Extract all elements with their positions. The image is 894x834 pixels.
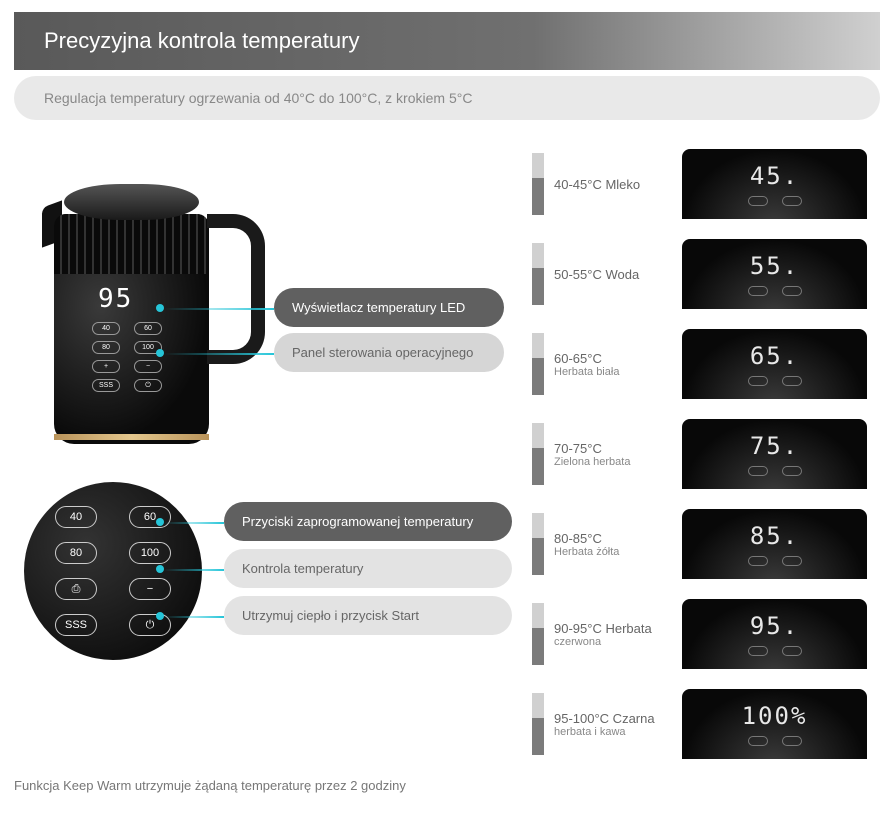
kettle-btn: 80 — [92, 341, 120, 354]
callout-led: Wyświetlacz temperatury LED — [274, 288, 504, 327]
temp-range: 90-95°C Herbata — [554, 621, 672, 636]
header-bar: Precyzyjna kontrola temperatury — [14, 12, 880, 70]
temp-digits: 75. — [750, 432, 799, 460]
temp-display: 85. — [682, 509, 867, 579]
temp-display: 65. — [682, 329, 867, 399]
kettle-ridges — [54, 214, 209, 274]
kettle-btn: SSS — [92, 379, 120, 392]
temp-sub: herbata i kawa — [554, 726, 672, 738]
panel-btn: 100 — [129, 542, 171, 564]
temp-row: 90-95°C Herbataczerwona 95. — [532, 596, 880, 672]
temp-display: 55. — [682, 239, 867, 309]
callout-keepwarm: Utrzymuj ciepło i przycisk Start — [224, 596, 512, 635]
content-area: 95 40 60 80 100 + − SSS ⏻ Wyświetlacz te… — [0, 126, 894, 768]
kettle-led-display: 95 — [98, 284, 133, 314]
temp-label: 95-100°C Czarnaherbata i kawa — [554, 711, 672, 738]
kettle-gold-band — [54, 434, 209, 440]
kettle-btn: + — [92, 360, 120, 373]
temp-digits: 45. — [750, 162, 799, 190]
kettle-shape: 95 40 60 80 100 + − SSS ⏻ — [34, 154, 259, 454]
temp-label: 80-85°CHerbata żółta — [554, 531, 672, 558]
temp-row: 70-75°CZielona herbata 75. — [532, 416, 880, 492]
mini-buttons — [748, 286, 802, 296]
temp-label: 40-45°C Mleko — [554, 177, 672, 192]
temp-digits: 55. — [750, 252, 799, 280]
temp-range: 60-65°C — [554, 351, 672, 366]
subtitle-bar: Regulacja temperatury ogrzewania od 40°C… — [14, 76, 880, 120]
temp-display: 100% — [682, 689, 867, 759]
panel-btn: ⎙ — [55, 578, 97, 600]
callout-presets: Przyciski zaprogramowanej temperatury — [224, 502, 512, 541]
temp-bar-icon — [532, 693, 544, 755]
temp-label: 90-95°C Herbataczerwona — [554, 621, 672, 648]
footer-text: Funkcja Keep Warm utrzymuje żądaną tempe… — [0, 768, 894, 803]
callout-control: Kontrola temperatury — [224, 549, 512, 588]
temp-digits: 100% — [742, 702, 808, 730]
temp-display: 95. — [682, 599, 867, 669]
temp-sub: Herbata żółta — [554, 546, 672, 558]
temp-row: 95-100°C Czarnaherbata i kawa 100% — [532, 686, 880, 762]
temp-sub: Zielona herbata — [554, 456, 672, 468]
kettle-illustration: 95 40 60 80 100 + − SSS ⏻ Wyświetlacz te… — [14, 146, 514, 466]
kettle-buttons: 40 60 80 100 + − SSS ⏻ — [92, 322, 162, 392]
temp-display: 45. — [682, 149, 867, 219]
temp-digits: 95. — [750, 612, 799, 640]
panel-callouts: Przyciski zaprogramowanej temperatury Ko… — [224, 502, 512, 643]
control-panel-circle: 40 60 80 100 ⎙ − SSS ⏻ — [24, 482, 202, 660]
temp-label: 50-55°C Woda — [554, 267, 672, 282]
temp-row: 40-45°C Mleko 45. — [532, 146, 880, 222]
temp-bar-icon — [532, 333, 544, 395]
temp-label: 70-75°CZielona herbata — [554, 441, 672, 468]
kettle-callouts: Wyświetlacz temperatury LED Panel sterow… — [274, 288, 504, 378]
mini-buttons — [748, 556, 802, 566]
kettle-handle — [207, 214, 265, 364]
temp-range: 40-45°C Mleko — [554, 177, 672, 192]
subtitle-text: Regulacja temperatury ogrzewania od 40°C… — [44, 90, 472, 106]
temp-range: 70-75°C — [554, 441, 672, 456]
mini-buttons — [748, 196, 802, 206]
mini-buttons — [748, 376, 802, 386]
temp-bar-icon — [532, 513, 544, 575]
kettle-lid — [64, 184, 199, 220]
temp-row: 50-55°C Woda 55. — [532, 236, 880, 312]
temp-row: 80-85°CHerbata żółta 85. — [532, 506, 880, 582]
panel-btn: 80 — [55, 542, 97, 564]
kettle-btn: − — [134, 360, 162, 373]
panel-btn: SSS — [55, 614, 97, 636]
kettle-btn: ⏻ — [134, 379, 162, 392]
panel-btn: − — [129, 578, 171, 600]
temp-range: 95-100°C Czarna — [554, 711, 672, 726]
temp-bar-icon — [532, 243, 544, 305]
mini-buttons — [748, 466, 802, 476]
mini-buttons — [748, 736, 802, 746]
header-title: Precyzyjna kontrola temperatury — [44, 28, 850, 54]
temp-digits: 85. — [750, 522, 799, 550]
kettle-btn: 40 — [92, 322, 120, 335]
temp-bar-icon — [532, 423, 544, 485]
panel-illustration: 40 60 80 100 ⎙ − SSS ⏻ Przyciski zaprogr… — [14, 472, 514, 732]
temp-range: 50-55°C Woda — [554, 267, 672, 282]
temp-bar-icon — [532, 603, 544, 665]
panel-btn: 60 — [129, 506, 171, 528]
temp-bar-icon — [532, 153, 544, 215]
temp-label: 60-65°CHerbata biała — [554, 351, 672, 378]
left-column: 95 40 60 80 100 + − SSS ⏻ Wyświetlacz te… — [14, 146, 514, 762]
temp-sub: Herbata biała — [554, 366, 672, 378]
temp-display: 75. — [682, 419, 867, 489]
callout-panel: Panel sterowania operacyjnego — [274, 333, 504, 372]
temp-range: 80-85°C — [554, 531, 672, 546]
mini-buttons — [748, 646, 802, 656]
temp-row: 60-65°CHerbata biała 65. — [532, 326, 880, 402]
panel-btn: 40 — [55, 506, 97, 528]
temp-digits: 65. — [750, 342, 799, 370]
temperature-list: 40-45°C Mleko45.50-55°C Woda55.60-65°CHe… — [532, 146, 880, 762]
temp-sub: czerwona — [554, 636, 672, 648]
kettle-btn: 60 — [134, 322, 162, 335]
